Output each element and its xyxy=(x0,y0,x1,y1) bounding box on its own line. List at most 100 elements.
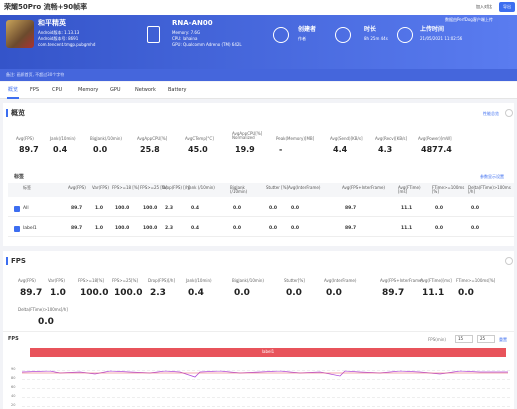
note: 备注: 画质首页, 不超过30个字符 xyxy=(6,72,65,77)
y-tick-label: 60 xyxy=(11,385,16,389)
cell: 0.0 xyxy=(269,206,277,211)
reset-button[interactable]: 重置 xyxy=(499,337,507,342)
stat-label: Peak(Memory)[MB] xyxy=(276,136,315,141)
device-line: CPU: lahaina xyxy=(172,36,198,41)
column-header: FTime>=100ms [%] xyxy=(432,185,465,194)
cell: 89.7 xyxy=(71,206,83,211)
grid-line xyxy=(22,370,510,371)
info-banner xyxy=(0,15,517,69)
upload-value: 21/05/2021 11:02:56 xyxy=(420,36,463,41)
creator-label: 创建者 xyxy=(298,26,317,33)
device-name: RNA-AN00 xyxy=(172,19,213,27)
stat-value: 4.3 xyxy=(378,145,393,154)
stat-value: 0.4 xyxy=(53,145,68,154)
y-tick-label: 90 xyxy=(11,367,16,371)
stat-value: 89.7 xyxy=(19,145,39,154)
column-header: Stutter [%] xyxy=(266,185,289,190)
duration-value: 8h 25m 44s xyxy=(364,36,388,41)
cell: 1.0 xyxy=(95,226,103,231)
column-header: Avg(InterFrame) xyxy=(288,185,321,190)
cell: 89.7 xyxy=(71,226,83,231)
checkbox[interactable] xyxy=(14,226,20,232)
grid-line xyxy=(22,397,510,398)
divider xyxy=(3,331,514,332)
creator-icon xyxy=(273,27,289,43)
stat-value: 0.0 xyxy=(93,145,108,154)
upload-note: 数据由PerfDog客户端上传 xyxy=(445,17,493,22)
range-input[interactable]: 25 xyxy=(477,335,495,343)
tab[interactable]: Memory xyxy=(78,87,99,93)
link[interactable]: 参数显示设置 xyxy=(480,174,504,179)
stat-value: 0.0 xyxy=(38,317,54,327)
tab[interactable]: GPU xyxy=(110,87,121,93)
grid-line xyxy=(22,406,510,407)
collapse-button[interactable] xyxy=(505,109,513,117)
link[interactable]: 性能总览 xyxy=(483,111,499,116)
cell: 11.1 xyxy=(401,206,413,211)
section-title: FPS xyxy=(11,257,26,265)
duration-label: 时长 xyxy=(364,26,377,33)
checkbox[interactable] xyxy=(14,206,20,212)
stat-value: 0.0 xyxy=(234,288,250,298)
note-bar xyxy=(0,69,517,81)
stat-label: BigJank(/10min) xyxy=(232,278,264,283)
cell: 0.4 xyxy=(191,226,199,231)
stat-value: 1.0 xyxy=(50,288,66,298)
grid-line xyxy=(22,388,510,389)
app-icon xyxy=(6,20,34,48)
grid-line xyxy=(22,379,510,380)
stat-value: 100.0 xyxy=(114,288,143,298)
stat-value: 100.0 xyxy=(80,288,109,298)
cell: 0.0 xyxy=(291,206,299,211)
column-header: BigJank (/10min) xyxy=(230,185,248,194)
tab[interactable]: CPU xyxy=(52,87,63,93)
cell: 0.0 xyxy=(233,226,241,231)
app-line: Android版本: 1.13.13 xyxy=(38,30,80,35)
stat-value: - xyxy=(279,145,283,154)
stat-label: Drop(FPS)[/h] xyxy=(148,278,175,283)
stat-label: Jank(/10min) xyxy=(186,278,212,283)
cell: 0.0 xyxy=(471,206,479,211)
stat-value: 4877.4 xyxy=(421,145,452,154)
tab[interactable]: 概览 xyxy=(8,87,19,93)
row-divider xyxy=(8,236,514,237)
fps-card xyxy=(3,251,514,409)
tab[interactable]: Battery xyxy=(168,87,187,93)
export-button[interactable]: 导出 xyxy=(499,2,515,12)
cell: 11.1 xyxy=(401,226,413,231)
cell: 100.0 xyxy=(115,226,130,231)
stat-label: Var(FPS) xyxy=(48,278,65,283)
page-title: 荣耀50Pro 流畅+90帧率 xyxy=(4,3,88,11)
stat-label: Avg(Recv)[KB/s] xyxy=(375,136,408,141)
stat-value: 19.9 xyxy=(235,145,255,154)
fps-chart xyxy=(21,370,508,378)
cell: 89.7 xyxy=(345,226,357,231)
compare-button[interactable]: 加入对比 xyxy=(476,4,492,9)
labels-title: 标签 xyxy=(14,174,25,180)
y-tick-label: 40 xyxy=(11,394,16,398)
stat-value: 25.8 xyxy=(140,145,160,154)
collapse-button[interactable] xyxy=(505,257,513,265)
top-bar xyxy=(0,0,517,15)
column-header: Jank (/10min) xyxy=(188,185,215,190)
stat-label: Avg(InterFrame) xyxy=(324,278,357,283)
column-header: Delta(FTime)>100ms [/h] xyxy=(468,185,511,194)
duration-icon xyxy=(335,27,351,43)
stat-label: FPS>=25[%] xyxy=(112,278,138,283)
section-marker xyxy=(6,257,8,265)
column-header: FPS>=25 [%] xyxy=(140,185,168,190)
stat-value: 11.1 xyxy=(422,288,445,298)
cell: 100.0 xyxy=(143,206,158,211)
creator-value: 作者 xyxy=(298,36,306,41)
cell: 0.0 xyxy=(435,226,443,231)
range-input[interactable]: 15 xyxy=(455,335,473,343)
y-tick-label: 80 xyxy=(11,376,16,380)
stat-value: 4.4 xyxy=(333,145,348,154)
cell: 0.0 xyxy=(233,206,241,211)
stat-label: Avg(FPS) xyxy=(18,278,36,283)
column-header: FPS>=18 [%] xyxy=(112,185,140,190)
tab[interactable]: Network xyxy=(135,87,156,93)
stat-label: BigJank(/10min) xyxy=(90,136,122,141)
tab[interactable]: FPS xyxy=(30,87,40,93)
